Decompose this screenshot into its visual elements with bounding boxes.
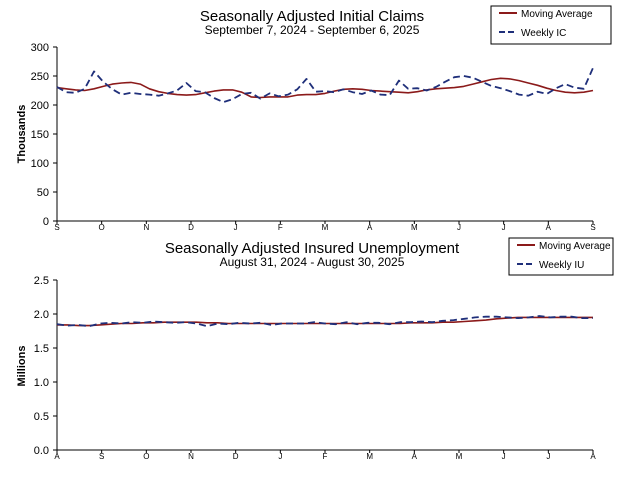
chart2-month-label: D (233, 452, 239, 461)
chart2-series-weekly-iu (56, 315, 593, 328)
chart1-y-tick-label: 50 (37, 187, 49, 199)
chart1-y-axis-label: Thousands (16, 105, 28, 164)
chart2-title: Seasonally Adjusted Insured Unemployment (165, 240, 460, 257)
chart1-title: Seasonally Adjusted Initial Claims (200, 8, 424, 25)
chart2-month-label: J (278, 452, 282, 461)
chart2-month-label: M (366, 452, 373, 461)
chart2-month-label: A (412, 452, 418, 461)
chart1-month-label: O (99, 223, 105, 232)
chart2-month-label: S (99, 452, 104, 461)
chart1-y-tick-label: 100 (31, 158, 49, 170)
chart2-month-label: A (54, 452, 60, 461)
chart1-month-label: J (502, 223, 506, 232)
chart2-legend-label-moving-average: Moving Average (539, 241, 611, 252)
chart1-series-weekly-ic (56, 67, 594, 103)
chart2-y-tick-label: 0.0 (34, 445, 49, 457)
chart1-series-moving-average (56, 77, 594, 99)
chart2-y-tick-label: 0.5 (34, 411, 49, 423)
chart2-month-label: N (188, 452, 194, 461)
chart1-y-tick-label: 150 (31, 129, 49, 141)
chart1-y-tick-label: 0 (43, 216, 49, 228)
chart1-month-label: D (188, 223, 194, 232)
chart1-subtitle: September 7, 2024 - September 6, 2025 (205, 23, 420, 37)
chart1-month-label: J (234, 223, 238, 232)
chart1-legend-label-moving-average: Moving Average (521, 9, 593, 20)
chart2-month-label: F (323, 452, 328, 461)
chart1-month-label: M (411, 223, 418, 232)
chart1-month-label: S (54, 223, 59, 232)
chart1-month-label: M (322, 223, 329, 232)
chart1-month-label: F (278, 223, 283, 232)
chart1-month-label: A (546, 223, 552, 232)
chart2-subtitle: August 31, 2024 - August 30, 2025 (220, 255, 405, 269)
chart2-legend-label-weekly-iu: Weekly IU (539, 260, 584, 271)
chart1-y-tick-label: 250 (31, 71, 49, 83)
chart2-y-tick-label: 1.5 (34, 343, 49, 355)
chart2-month-label: A (590, 452, 596, 461)
chart1-y-tick-label: 300 (31, 42, 49, 54)
chart1-month-label: A (367, 223, 373, 232)
chart2-y-tick-label: 2.5 (34, 275, 49, 287)
chart1-y-tick-label: 200 (31, 100, 49, 112)
chart2-month-label: M (456, 452, 463, 461)
chart2-y-tick-label: 2.0 (34, 309, 49, 321)
chart1-legend-label-weekly-ic: Weekly IC (521, 28, 566, 39)
chart2-y-axis-label: Millions (16, 346, 28, 387)
chart2-y-tick-label: 1.0 (34, 377, 49, 389)
chart1-month-label: N (143, 223, 149, 232)
chart1-month-label: S (590, 223, 595, 232)
chart2-month-label: J (502, 452, 506, 461)
chart1-month-label: J (457, 223, 461, 232)
chart2-month-label: J (546, 452, 550, 461)
chart2-month-label: O (143, 452, 149, 461)
